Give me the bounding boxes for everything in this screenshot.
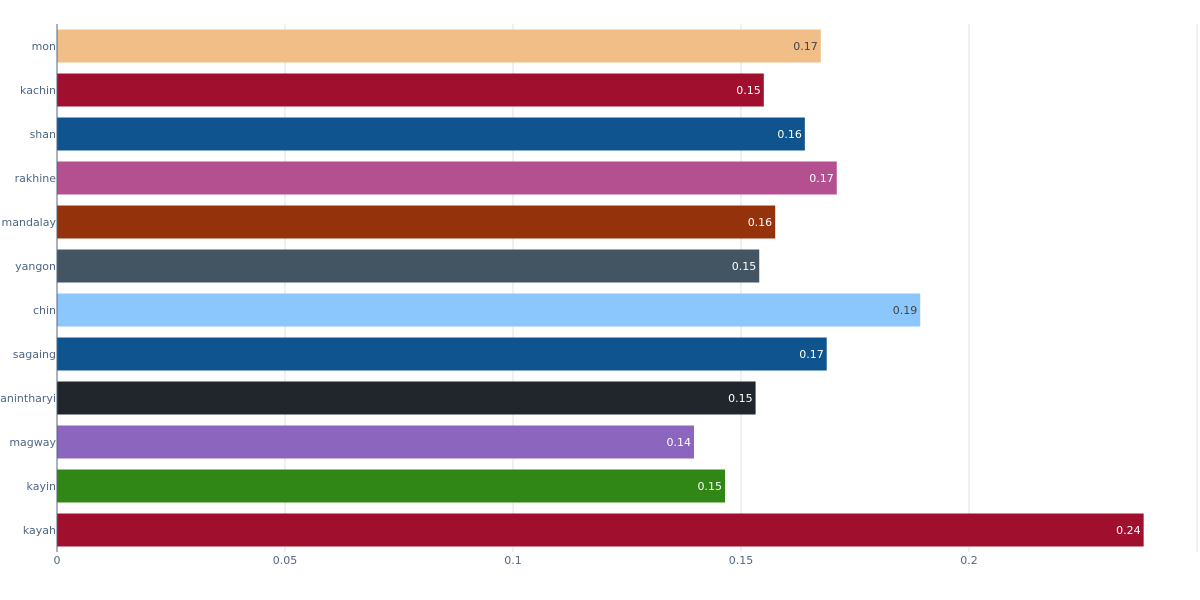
bar-kayin[interactable] [57,469,726,503]
y-tick-label: mandalay [2,216,57,229]
x-tick-label: 0.15 [729,554,754,567]
bar-value-label: 0.14 [667,436,692,449]
y-tick-label: kayah [23,524,56,537]
grid-lines [284,24,1198,552]
bar-shan[interactable] [57,117,805,151]
y-tick-label: yangon [15,260,56,273]
bar-value-label: 0.24 [1116,524,1141,537]
bar-yangon[interactable] [57,249,760,283]
bar-magway[interactable] [57,425,695,459]
bar-kachin[interactable] [57,73,764,107]
x-tick-label: 0 [54,554,61,567]
bar-tanintharyi[interactable] [57,381,756,415]
bars [57,29,1144,547]
bar-value-label: 0.15 [736,84,761,97]
bar-value-label: 0.15 [728,392,753,405]
bar-rakhine[interactable] [57,161,837,195]
bar-value-label: 0.15 [732,260,757,273]
x-tick-label: 0.2 [960,554,978,567]
bar-value-label: 0.15 [698,480,723,493]
bar-value-label: 0.17 [809,172,834,185]
bar-value-label: 0.16 [748,216,773,229]
y-tick-label: chin [33,304,56,317]
bar-value-label: 0.16 [777,128,802,141]
x-tick-label: 0.05 [273,554,298,567]
y-tick-label: tanintharyi [0,392,56,405]
y-tick-label: sagaing [13,348,56,361]
bar-value-label: 0.17 [793,40,818,53]
bar-mandalay[interactable] [57,205,776,239]
bar-kayah[interactable] [57,513,1144,547]
labels: 0 0.05 0.1 0.15 0.2 0.17 mon 0.15 kachin 0.16 shan… [0,40,1141,567]
y-tick-label: mon [32,40,56,53]
y-tick-label: kayin [27,480,56,493]
y-tick-label: shan [30,128,56,141]
bar-sagaing[interactable] [57,337,827,371]
bar-mon[interactable] [57,29,821,63]
bar-value-label: 0.19 [893,304,918,317]
bar-value-label: 0.17 [799,348,824,361]
y-tick-label: magway [9,436,56,449]
y-tick-label: kachin [20,84,56,97]
y-tick-label: rakhine [15,172,57,185]
x-tick-label: 0.1 [504,554,522,567]
bar-chin[interactable] [57,293,921,327]
